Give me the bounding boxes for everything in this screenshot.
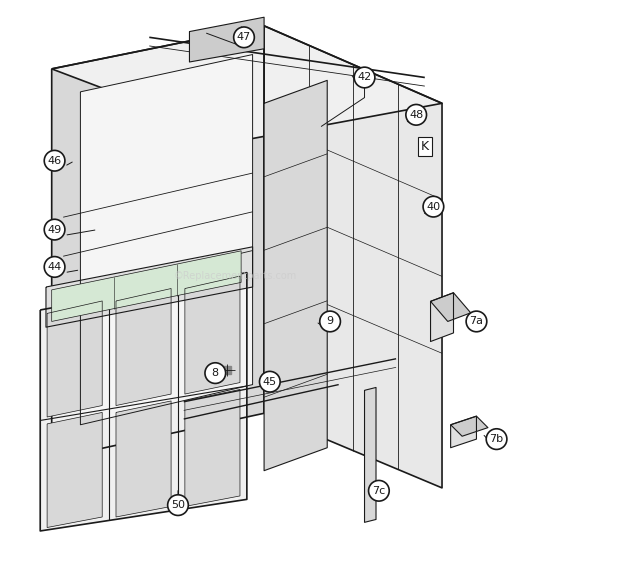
Circle shape <box>486 429 507 449</box>
Circle shape <box>320 311 340 332</box>
Text: 47: 47 <box>237 32 251 42</box>
Circle shape <box>260 371 280 392</box>
Polygon shape <box>51 251 241 321</box>
Circle shape <box>44 219 65 240</box>
Polygon shape <box>81 55 252 425</box>
Circle shape <box>44 257 65 277</box>
Text: 45: 45 <box>263 377 277 387</box>
Polygon shape <box>116 289 171 405</box>
Text: 7b: 7b <box>489 434 503 444</box>
Polygon shape <box>430 293 471 321</box>
Circle shape <box>423 196 444 217</box>
Text: 9: 9 <box>327 316 334 327</box>
Text: 49: 49 <box>48 224 62 235</box>
Polygon shape <box>40 273 247 531</box>
Circle shape <box>466 311 487 332</box>
Circle shape <box>234 27 254 48</box>
Polygon shape <box>264 26 442 488</box>
Circle shape <box>406 104 427 125</box>
Polygon shape <box>46 247 252 327</box>
Polygon shape <box>185 389 240 506</box>
Polygon shape <box>264 80 327 471</box>
Polygon shape <box>430 293 453 342</box>
Text: 8: 8 <box>211 368 219 378</box>
Circle shape <box>354 67 375 88</box>
Text: K: K <box>421 140 429 153</box>
Text: 7c: 7c <box>372 486 386 496</box>
Text: 42: 42 <box>357 72 371 83</box>
Text: 7a: 7a <box>469 316 484 327</box>
Polygon shape <box>185 276 240 394</box>
Circle shape <box>368 480 389 501</box>
Polygon shape <box>51 26 442 141</box>
Polygon shape <box>190 17 264 62</box>
Polygon shape <box>47 301 102 417</box>
Polygon shape <box>451 416 488 436</box>
Polygon shape <box>51 26 264 459</box>
Text: 48: 48 <box>409 110 423 120</box>
Polygon shape <box>365 387 376 522</box>
Circle shape <box>205 363 226 383</box>
Circle shape <box>44 150 65 171</box>
Text: 46: 46 <box>48 156 61 166</box>
Text: 44: 44 <box>48 262 62 272</box>
Polygon shape <box>116 401 171 517</box>
Circle shape <box>167 495 188 515</box>
Text: 40: 40 <box>427 201 440 212</box>
Polygon shape <box>47 412 102 528</box>
Text: 50: 50 <box>171 500 185 510</box>
Polygon shape <box>451 416 476 448</box>
Text: ©Replacementparts.com: ©Replacementparts.com <box>174 270 297 281</box>
